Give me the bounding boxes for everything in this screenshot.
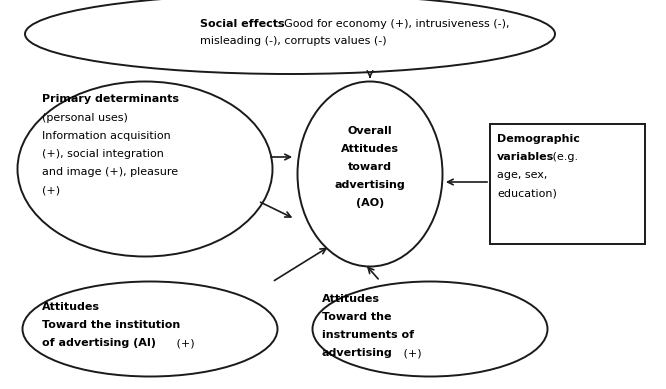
Text: misleading (-), corrupts values (-): misleading (-), corrupts values (-) bbox=[200, 36, 387, 46]
Text: Toward the institution: Toward the institution bbox=[42, 320, 180, 330]
Text: and image (+), pleasure: and image (+), pleasure bbox=[42, 167, 178, 177]
Text: advertising: advertising bbox=[322, 348, 393, 358]
Text: (e.g.: (e.g. bbox=[549, 152, 578, 162]
Text: Primary determinants: Primary determinants bbox=[42, 94, 179, 104]
Text: Attitudes: Attitudes bbox=[322, 294, 380, 304]
Ellipse shape bbox=[25, 0, 555, 74]
Ellipse shape bbox=[17, 82, 272, 256]
Bar bbox=[490, 124, 645, 244]
Text: Social effects: Social effects bbox=[200, 19, 284, 29]
Text: : Good for economy (+), intrusiveness (-),: : Good for economy (+), intrusiveness (-… bbox=[277, 19, 509, 29]
Text: of advertising (AI): of advertising (AI) bbox=[42, 338, 156, 348]
Text: Information acquisition: Information acquisition bbox=[42, 131, 170, 141]
Text: Demographic: Demographic bbox=[497, 134, 580, 144]
Text: variables: variables bbox=[497, 152, 554, 162]
Text: advertising: advertising bbox=[334, 180, 406, 190]
Ellipse shape bbox=[312, 282, 547, 377]
Text: Attitudes: Attitudes bbox=[42, 302, 100, 312]
Text: toward: toward bbox=[348, 162, 392, 172]
Text: (personal uses): (personal uses) bbox=[42, 113, 128, 123]
Text: Attitudes: Attitudes bbox=[341, 144, 399, 154]
Text: Overall: Overall bbox=[348, 126, 392, 136]
Text: Toward the: Toward the bbox=[322, 312, 392, 322]
Text: age, sex,: age, sex, bbox=[497, 170, 547, 180]
Text: (+): (+) bbox=[42, 185, 60, 195]
Text: instruments of: instruments of bbox=[322, 330, 414, 340]
Text: (+): (+) bbox=[173, 338, 194, 348]
Ellipse shape bbox=[298, 82, 442, 266]
Text: (AO): (AO) bbox=[356, 198, 384, 208]
Ellipse shape bbox=[23, 282, 278, 377]
Text: (+), social integration: (+), social integration bbox=[42, 149, 164, 159]
Text: education): education) bbox=[497, 188, 557, 198]
Text: (+): (+) bbox=[400, 348, 422, 358]
